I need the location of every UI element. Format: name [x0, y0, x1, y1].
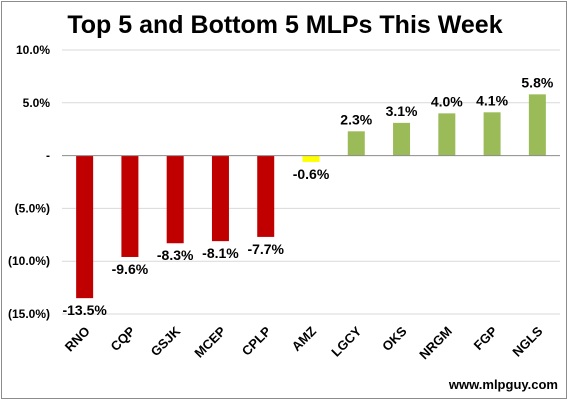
- bar-cqp: [121, 155, 139, 257]
- y-tick-label: (10.0%): [8, 254, 50, 268]
- x-category-label: GSJK: [148, 323, 184, 359]
- y-axis-ticks: 10.0% 5.0% - (5.0%) (10.0%) (15.0%): [8, 43, 50, 321]
- bar-nrgm: [438, 113, 456, 156]
- y-tick-label: 10.0%: [16, 43, 50, 57]
- data-label: -8.1%: [202, 245, 239, 261]
- y-tick-label: 5.0%: [23, 96, 51, 110]
- bar-cplp: [257, 155, 275, 237]
- bar-mcep: [211, 155, 229, 242]
- x-category-label: RNO: [62, 324, 93, 355]
- y-tick-label: -: [46, 149, 50, 163]
- bar-lgcy: [347, 131, 365, 156]
- data-labels: -13.5% -9.6% -8.3% -8.1% -7.7% -0.6% 2.3% 3.1% 4…: [62, 74, 553, 318]
- data-label: 4.1%: [476, 92, 508, 108]
- bar-ngls: [528, 94, 546, 156]
- x-category-label: AMZ: [289, 323, 320, 354]
- data-label: -0.6%: [293, 166, 330, 182]
- x-axis-categories: RNO CQP GSJK MCEP CPLP AMZ LGCY OKS NRGM FGP NGLS: [62, 323, 546, 362]
- data-label: 5.8%: [521, 74, 553, 90]
- x-category-label: CQP: [108, 323, 139, 354]
- data-label: -9.6%: [112, 261, 149, 277]
- x-category-label: CPLP: [239, 323, 274, 358]
- y-tick-label: (5.0%): [15, 201, 50, 215]
- bar-gsjk: [166, 155, 184, 244]
- data-label: -8.3%: [157, 247, 194, 263]
- bar-fgp: [483, 112, 501, 156]
- bar-rno: [76, 155, 94, 299]
- bars: [76, 94, 546, 299]
- chart-title: Top 5 and Bottom 5 MLPs This Week: [67, 11, 502, 39]
- bar-oks: [393, 122, 411, 156]
- gridlines: [62, 49, 560, 315]
- data-label: -13.5%: [62, 302, 107, 318]
- y-tick-label: (15.0%): [8, 307, 50, 321]
- data-label: -7.7%: [247, 241, 284, 257]
- source-footer: www.mlpguy.com: [448, 377, 558, 392]
- data-label: 4.0%: [431, 93, 463, 109]
- x-category-label: LGCY: [328, 323, 364, 359]
- data-label: 3.1%: [386, 103, 418, 119]
- data-label: 2.3%: [340, 111, 372, 127]
- x-category-label: NRGM: [416, 324, 455, 363]
- x-category-label: MCEP: [191, 323, 228, 360]
- bar-amz: [302, 155, 320, 162]
- x-category-label: OKS: [379, 323, 410, 354]
- x-category-label: FGP: [471, 323, 501, 353]
- x-category-label: NGLS: [509, 323, 545, 359]
